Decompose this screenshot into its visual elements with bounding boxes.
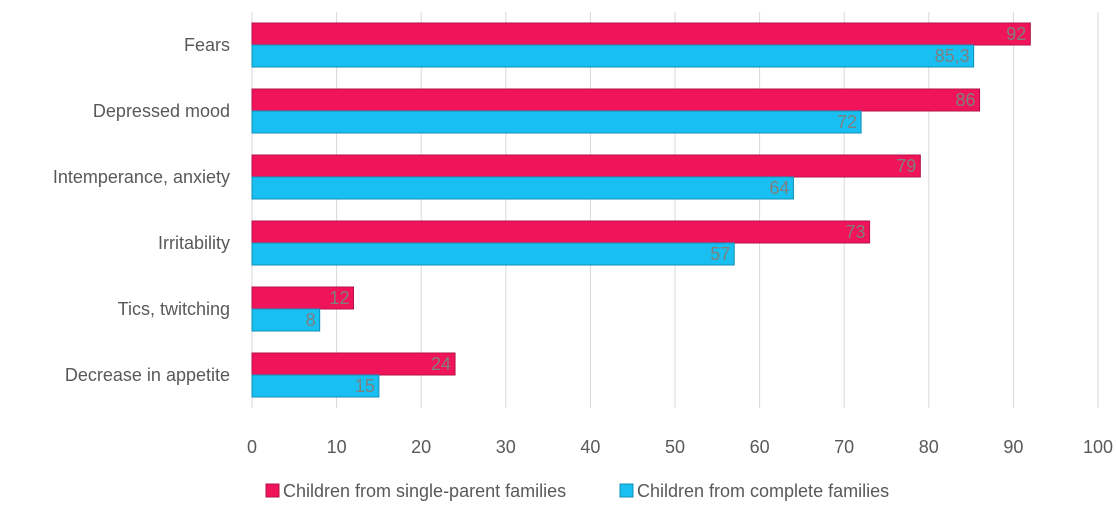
data-label: 24 [431,354,451,374]
bar [251,352,456,376]
x-tick-label: 0 [247,437,257,457]
legend-swatch [265,483,280,498]
bar [251,176,794,200]
category-label: Tics, twitching [118,299,230,319]
legend: Children from single-parent families Chil… [265,481,889,501]
bar [251,88,981,112]
legend-label: Children from single-parent families [283,481,566,501]
x-tick-label: 30 [496,437,516,457]
x-tick-label: 100 [1083,437,1113,457]
x-tick-label: 60 [750,437,770,457]
x-tick-label: 20 [411,437,431,457]
data-label: 57 [710,244,730,264]
data-labels: 92 85,3 86 72 79 64 73 57 12 8 24 15 [306,24,1027,396]
x-tick-label: 90 [1003,437,1023,457]
data-label: 92 [1006,24,1026,44]
bar [251,308,321,332]
bar [251,154,921,178]
data-label: 12 [329,288,349,308]
bar [251,220,871,244]
x-tick-label: 50 [665,437,685,457]
data-label: 86 [956,90,976,110]
category-labels: Fears Depressed mood Intemperance, anxiety… [53,35,230,385]
x-tick-label: 80 [919,437,939,457]
gridlines [251,12,1099,408]
x-tick-labels: 0 10 20 30 40 50 60 70 80 90 100 [247,437,1113,457]
category-label: Fears [184,35,230,55]
category-label: Depressed mood [93,101,230,121]
legend-swatch [619,483,634,498]
x-tick-label: 10 [327,437,347,457]
bar [251,22,1031,46]
data-label: 64 [769,178,789,198]
legend-label: Children from complete families [637,481,889,501]
bars [251,22,1031,398]
data-label: 72 [837,112,857,132]
category-label: Irritability [158,233,230,253]
bar [251,110,862,134]
data-label: 79 [896,156,916,176]
bar [251,374,380,398]
category-label: Decrease in appetite [65,365,230,385]
bar [251,44,975,68]
x-tick-label: 70 [834,437,854,457]
data-label: 15 [355,376,375,396]
data-label: 73 [846,222,866,242]
data-label: 85,3 [935,46,970,66]
x-tick-label: 40 [580,437,600,457]
category-label: Intemperance, anxiety [53,167,230,187]
bar [251,242,735,266]
data-label: 8 [306,310,316,330]
